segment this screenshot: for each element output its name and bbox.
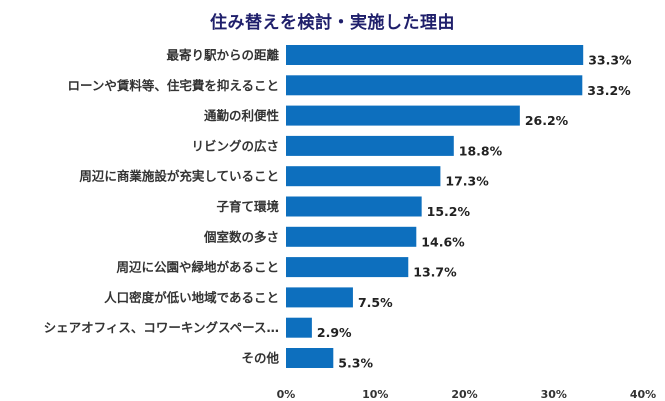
category-label: 個室数の多さ <box>203 229 279 244</box>
bar <box>286 317 312 338</box>
category-label: ローンや賃料等、住宅費を抑えること <box>67 78 279 93</box>
category-label: 人口密度が低い地域であること <box>104 290 279 305</box>
category-label: その他 <box>241 351 279 366</box>
x-tick-label: 30% <box>541 388 567 401</box>
category-label: 子育て環境 <box>216 199 279 214</box>
x-tick-label: 0% <box>277 388 296 401</box>
x-tick-label: 10% <box>362 388 388 401</box>
bar <box>286 166 441 187</box>
bar <box>286 75 583 96</box>
bar <box>286 226 417 247</box>
category-label: 周辺に公園や緑地があること <box>116 260 279 275</box>
bar <box>286 257 409 278</box>
bar <box>286 196 422 217</box>
value-label: 15.2% <box>427 204 471 219</box>
chart-title: 住み替えを検討・実施した理由 <box>210 13 455 33</box>
x-tick-label: 20% <box>451 388 477 401</box>
category-label: 通勤の利便性 <box>204 108 280 123</box>
bar <box>286 105 520 126</box>
value-label: 33.2% <box>587 83 631 98</box>
value-label: 33.3% <box>588 53 632 68</box>
category-label: リビングの広さ <box>191 138 279 153</box>
value-label: 5.3% <box>338 356 373 371</box>
category-label: 最寄り駅からの距離 <box>166 48 279 63</box>
value-label: 26.2% <box>525 113 569 128</box>
value-label: 2.9% <box>317 325 352 340</box>
bar <box>286 135 454 156</box>
value-label: 13.7% <box>413 265 457 280</box>
category-label: シェアオフィス、コワーキングスペース… <box>44 320 279 335</box>
bar <box>286 348 334 368</box>
bar <box>286 45 584 65</box>
x-tick-label: 40% <box>630 388 656 401</box>
category-label: 周辺に商業施設が充実していること <box>79 169 279 184</box>
value-label: 18.8% <box>459 143 503 158</box>
value-label: 17.3% <box>445 174 489 189</box>
value-label: 7.5% <box>358 295 393 310</box>
value-label: 14.6% <box>421 234 465 249</box>
bar <box>286 287 353 308</box>
